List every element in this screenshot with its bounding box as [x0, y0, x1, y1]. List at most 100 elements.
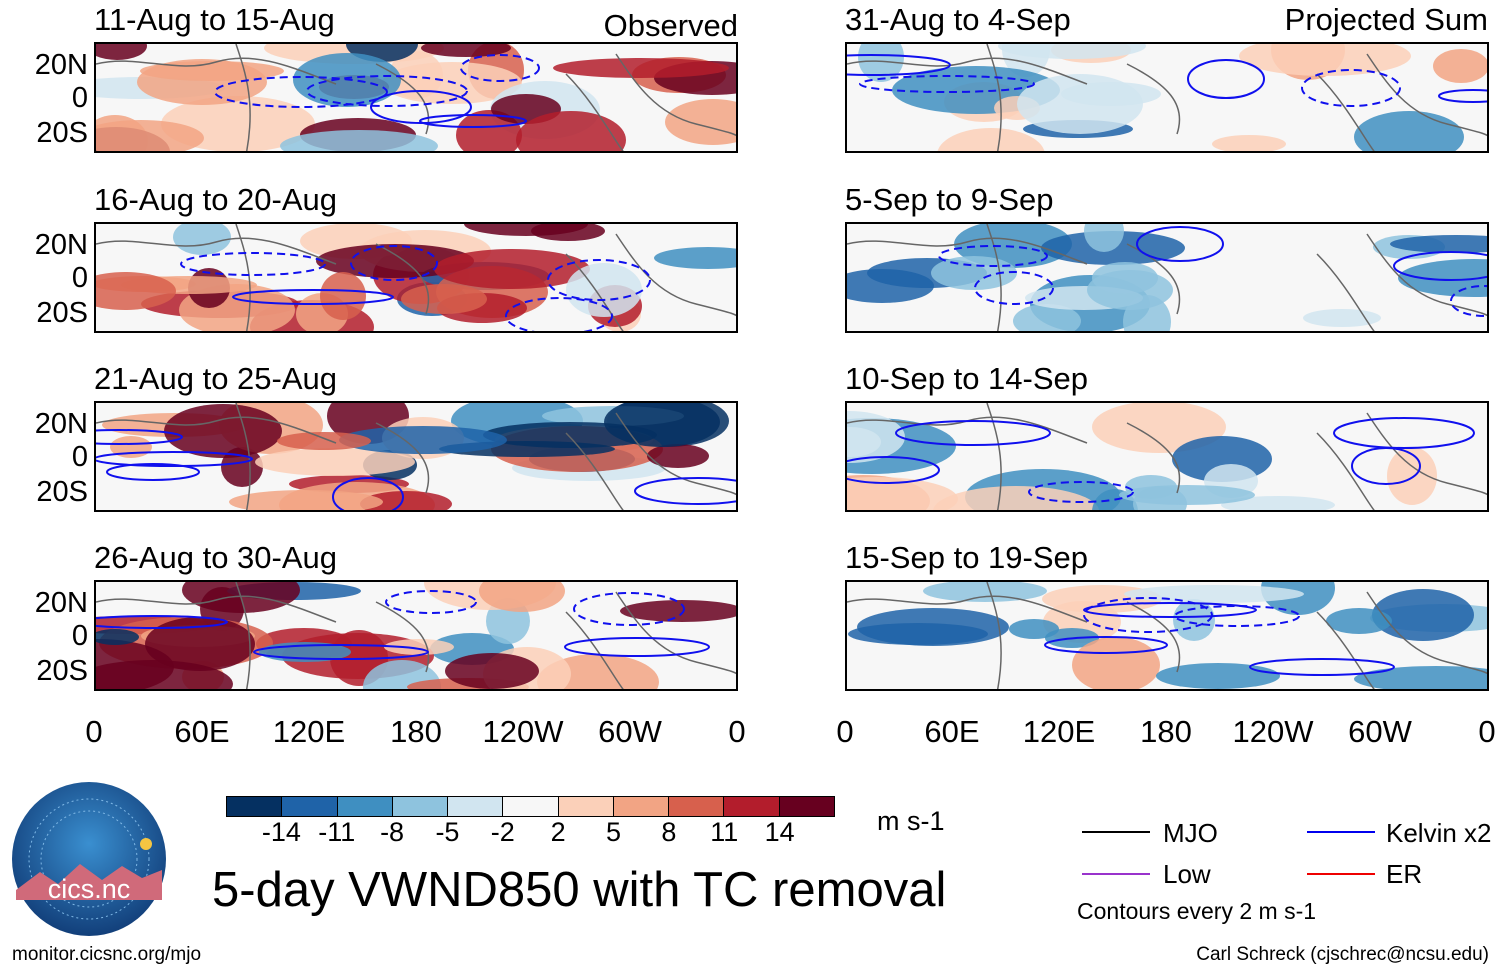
anomaly-blob — [401, 284, 487, 314]
map-field-p6 — [847, 224, 1487, 331]
coastline — [235, 224, 251, 331]
legend-line-er — [1307, 873, 1375, 875]
lat-tick-p3-0: 20N — [34, 408, 88, 440]
anomaly-blob — [280, 130, 438, 151]
legend-line-kelvin — [1307, 831, 1375, 833]
lat-tick-p3-2: 20S — [36, 476, 88, 508]
kelvin-contour — [332, 477, 404, 510]
anomaly-blob — [847, 427, 881, 457]
coastline — [1366, 412, 1487, 496]
kelvin-contour — [859, 75, 1035, 93]
kelvin-contour — [1301, 69, 1401, 107]
colorbar-tick-4: -2 — [490, 817, 515, 847]
anomaly-blob — [933, 486, 1099, 510]
coastline — [1126, 422, 1181, 494]
coastline — [1366, 591, 1487, 675]
kelvin-contour — [505, 297, 613, 331]
coastline — [235, 403, 251, 510]
coastline — [375, 601, 430, 673]
kelvin-contour — [634, 477, 736, 505]
coastline — [986, 582, 1002, 689]
kelvin-contour — [1083, 602, 1257, 618]
kelvin-contour — [1438, 89, 1487, 103]
kelvin-contour — [106, 463, 200, 481]
colorbar-swatch-5 — [503, 797, 559, 816]
coastline — [615, 591, 736, 675]
anomaly-blob — [1221, 496, 1335, 510]
kelvin-contour — [974, 271, 1054, 305]
kelvin-contour — [370, 90, 472, 124]
colorbar-swatch-7 — [613, 797, 670, 816]
coastline — [615, 412, 736, 496]
anomaly-blob — [421, 44, 511, 57]
colorbar — [226, 796, 835, 817]
anomaly-blob — [1212, 135, 1286, 151]
legend-label-mjo: MJO — [1163, 818, 1218, 848]
anomaly-blob — [320, 272, 366, 320]
anomaly-blob — [255, 448, 415, 476]
colorbar-tick-5: 2 — [550, 817, 566, 847]
coastline — [235, 44, 251, 151]
anomaly-blob — [1087, 270, 1173, 310]
anomaly-blob — [647, 444, 709, 468]
map-field-p1 — [96, 44, 736, 151]
footer-url: monitor.cicsnc.org/mjo — [12, 944, 202, 965]
anomaly-blob — [96, 120, 204, 151]
colorbar-tick-3: -5 — [435, 817, 460, 847]
colorbar-swatch-6 — [558, 797, 614, 816]
anomaly-blob — [1326, 608, 1392, 634]
anomaly-blob — [931, 256, 1017, 290]
anomaly-blob — [1156, 663, 1280, 689]
anomaly-blob — [620, 600, 736, 622]
map-panel-p4 — [94, 580, 738, 691]
cics-logo: cics.nc — [10, 780, 168, 938]
anomaly-blob — [553, 58, 729, 78]
kelvin-contour — [1044, 636, 1168, 654]
coastline — [96, 57, 337, 85]
anomaly-blob — [229, 490, 383, 510]
coastline — [1366, 233, 1487, 317]
panel-title-p2: 16-Aug to 20-Aug — [94, 182, 338, 217]
anomaly-blob — [1372, 589, 1474, 641]
anomaly-blob — [1017, 74, 1143, 134]
kelvin-contour — [1333, 417, 1475, 449]
colorbar-swatch-4 — [448, 797, 504, 816]
anomaly-blob — [937, 128, 1045, 151]
map-field-p3 — [96, 403, 736, 510]
lon-tick-lon-right-3: 180 — [1140, 714, 1192, 749]
kelvin-contour — [180, 252, 326, 276]
kelvin-contour — [253, 644, 429, 660]
lon-tick-lon-left-1: 60E — [174, 714, 230, 749]
anomaly-blob — [847, 477, 958, 510]
anomaly-blob — [665, 99, 736, 145]
anomaly-blob — [96, 44, 147, 60]
anomaly-blob — [96, 272, 176, 310]
map-panel-p1 — [94, 42, 738, 153]
colorbar-tick-1: -11 — [318, 817, 356, 847]
anomaly-blob — [1173, 599, 1215, 641]
coastline — [1316, 73, 1375, 151]
footer-author: Carl Schreck (cjschrec@ncsu.edu) — [1196, 944, 1489, 965]
lon-tick-lon-right-5: 60W — [1348, 714, 1412, 749]
kelvin-contour — [564, 637, 710, 657]
anomaly-blob — [1084, 224, 1124, 252]
anomaly-blob — [445, 653, 539, 689]
colorbar-swatch-3 — [392, 797, 449, 816]
kelvin-contour — [547, 259, 651, 301]
coastline — [847, 595, 1088, 623]
anomaly-blob — [164, 404, 282, 458]
chart-title: 5-day VWND850 with TC removal — [212, 863, 947, 917]
lon-tick-lon-left-4: 120W — [482, 714, 564, 749]
coastline — [375, 422, 430, 494]
lat-tick-p3-1: 0 — [71, 441, 88, 473]
coastline — [847, 57, 1088, 85]
coastline — [986, 224, 1002, 331]
colorbar-tick-8: 11 — [710, 817, 739, 847]
anomaly-blob — [479, 582, 565, 612]
coastline — [847, 237, 1088, 265]
kelvin-contour — [847, 456, 940, 484]
panel-title-p6: 5-Sep to 9-Sep — [845, 182, 1054, 217]
lon-tick-lon-left-5: 60W — [598, 714, 662, 749]
kelvin-contour — [350, 245, 438, 281]
panel-title-p4: 26-Aug to 30-Aug — [94, 540, 338, 575]
